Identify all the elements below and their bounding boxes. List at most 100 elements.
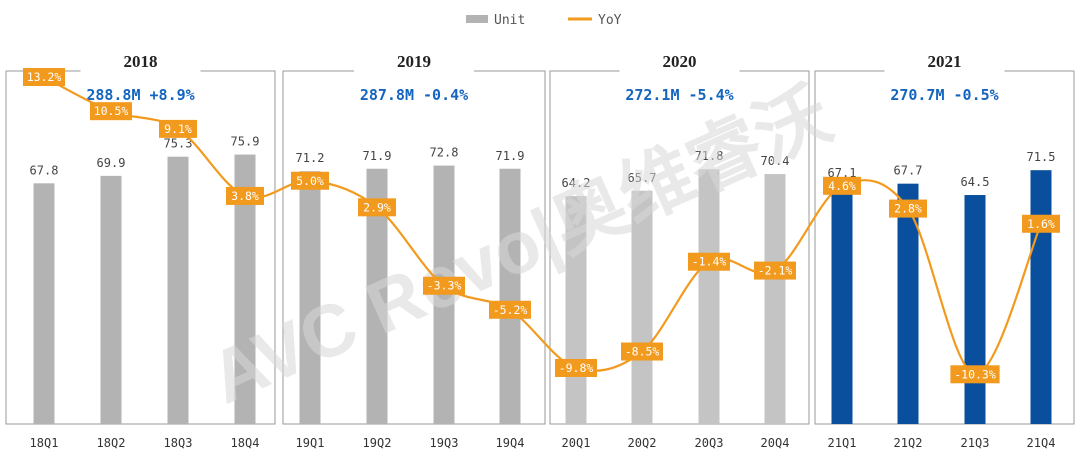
bar-value-20Q4: 70.4: [761, 154, 790, 168]
legend-unit-label: Unit: [494, 13, 525, 28]
bar-value-19Q3: 72.8: [430, 146, 459, 160]
tick-19Q1: 19Q1: [296, 436, 325, 450]
yoy-label: -2.1%: [758, 264, 793, 278]
yoy-point-18Q1: 13.2%: [23, 68, 65, 87]
yoy-point-21Q3: -10.3%: [950, 365, 1000, 384]
yoy-label: 13.2%: [27, 70, 62, 84]
bar-21Q3: [964, 195, 986, 424]
panel-frame-2019: [282, 70, 546, 425]
yoy-point-19Q3: -3.3%: [423, 276, 465, 295]
bar-18Q2: [100, 175, 122, 424]
yoy-point-20Q1: -9.8%: [555, 358, 597, 377]
tick-18Q3: 18Q3: [164, 436, 193, 450]
bar-value-20Q3: 71.8: [695, 149, 724, 163]
panel-frame-2021: [814, 70, 1075, 425]
tick-21Q1: 21Q1: [828, 436, 857, 450]
bar-value-18Q2: 69.9: [97, 156, 126, 170]
yoy-label-box: [226, 186, 264, 205]
tick-20Q4: 20Q4: [761, 436, 790, 450]
yoy-point-21Q1: 4.6%: [823, 176, 861, 195]
yoy-label: 1.6%: [1027, 217, 1055, 231]
year-title-2020: 2020: [663, 52, 697, 71]
year-panels: 2018 288.8M +8.9% 2019 287.8M -0.4% 2020 272.…: [5, 52, 1075, 425]
yoy-point-19Q1: 5.0%: [291, 171, 329, 190]
yoy-label: -5.2%: [493, 303, 528, 317]
yoy-point-20Q4: -2.1%: [754, 261, 796, 280]
tick-18Q4: 18Q4: [231, 436, 260, 450]
yoy-point-18Q4: 3.8%: [226, 186, 264, 205]
bar-value-18Q4: 75.9: [231, 135, 260, 149]
year-title-2018: 2018: [124, 52, 158, 71]
legend-unit-swatch: [466, 15, 488, 23]
yoy-point-20Q2: -8.5%: [621, 342, 663, 361]
yoy-label: 10.5%: [94, 104, 129, 118]
year-summary-2018: 288.8M +8.9%: [86, 86, 194, 104]
yoy-label-box: [23, 68, 65, 87]
tick-18Q2: 18Q2: [97, 436, 126, 450]
yoy-label: -1.4%: [692, 255, 727, 269]
bar-value-18Q3: 75.3: [164, 137, 193, 151]
tick-20Q2: 20Q2: [628, 436, 657, 450]
yoy-label: 4.6%: [828, 179, 856, 193]
yoy-label-box: [950, 365, 1000, 384]
tick-20Q3: 20Q3: [695, 436, 724, 450]
yoy-point-18Q3: 9.1%: [159, 119, 197, 138]
bar-value-21Q4: 71.5: [1027, 150, 1056, 164]
bar-20Q4: [764, 174, 786, 424]
bar-value-20Q1: 64.2: [562, 176, 591, 190]
panel-frame-2018: [5, 70, 276, 425]
bar-20Q2: [631, 190, 653, 424]
tick-19Q2: 19Q2: [363, 436, 392, 450]
yoy-labels: 13.2% 10.5% 9.1% 3.8% 5.0% 2.9% -3.3% -5.2% -9.8…: [23, 68, 1060, 384]
yoy-point-21Q2: 2.8%: [889, 199, 927, 218]
bar-18Q3: [167, 156, 189, 424]
yoy-label-box: [489, 300, 531, 319]
yoy-point-19Q2: 2.9%: [358, 198, 396, 217]
yoy-point-20Q3: -1.4%: [688, 252, 730, 271]
bar-19Q4: [499, 168, 521, 424]
bar-value-21Q1: 67.1: [828, 166, 857, 180]
yoy-label-box: [889, 199, 927, 218]
yoy-label-box: [291, 171, 329, 190]
tick-21Q3: 21Q3: [961, 436, 990, 450]
yoy-label-box: [621, 342, 663, 361]
bar-value-21Q3: 64.5: [961, 175, 990, 189]
tick-19Q3: 19Q3: [430, 436, 459, 450]
tick-20Q1: 20Q1: [562, 436, 591, 450]
tick-21Q4: 21Q4: [1027, 436, 1056, 450]
bar-21Q4: [1030, 170, 1052, 424]
tick-18Q1: 18Q1: [30, 436, 59, 450]
yoy-label-box: [688, 252, 730, 271]
yoy-label: -10.3%: [954, 367, 996, 381]
bar-value-21Q2: 67.7: [894, 164, 923, 178]
yoy-label: 3.8%: [231, 189, 259, 203]
bar-20Q3: [698, 169, 720, 424]
yoy-label: 9.1%: [164, 122, 192, 136]
tick-19Q4: 19Q4: [496, 436, 525, 450]
yoy-label-box: [1022, 214, 1060, 233]
yoy-label-box: [823, 176, 861, 195]
bar-value-18Q1: 67.8: [30, 163, 59, 177]
yoy-label-box: [358, 198, 396, 217]
bar-21Q2: [897, 183, 919, 424]
bar-19Q1: [299, 171, 321, 424]
panel-frame-2020: [549, 70, 810, 425]
unit-value-labels: 67.8 69.9 75.3 75.9 71.2 71.9 72.8 71.9 64.2 65.7…: [30, 135, 1056, 191]
bar-value-20Q2: 65.7: [628, 171, 657, 185]
yoy-label: -3.3%: [427, 279, 462, 293]
yoy-point-19Q4: -5.2%: [489, 300, 531, 319]
year-summary-2020: 272.1M -5.4%: [625, 86, 733, 104]
yoy-label-box: [555, 358, 597, 377]
bar-value-19Q1: 71.2: [296, 151, 325, 165]
bar-value-19Q2: 71.9: [363, 149, 392, 163]
yoy-point-21Q4: 1.6%: [1022, 214, 1060, 233]
yoy-label-box: [159, 119, 197, 138]
yoy-label: 5.0%: [296, 174, 324, 188]
unit-bars: [33, 154, 1052, 424]
year-title-2021: 2021: [928, 52, 962, 71]
bar-19Q3: [433, 165, 455, 424]
bar-21Q1: [831, 185, 853, 424]
bar-18Q1: [33, 183, 55, 424]
yoy-label: 2.8%: [894, 202, 922, 216]
